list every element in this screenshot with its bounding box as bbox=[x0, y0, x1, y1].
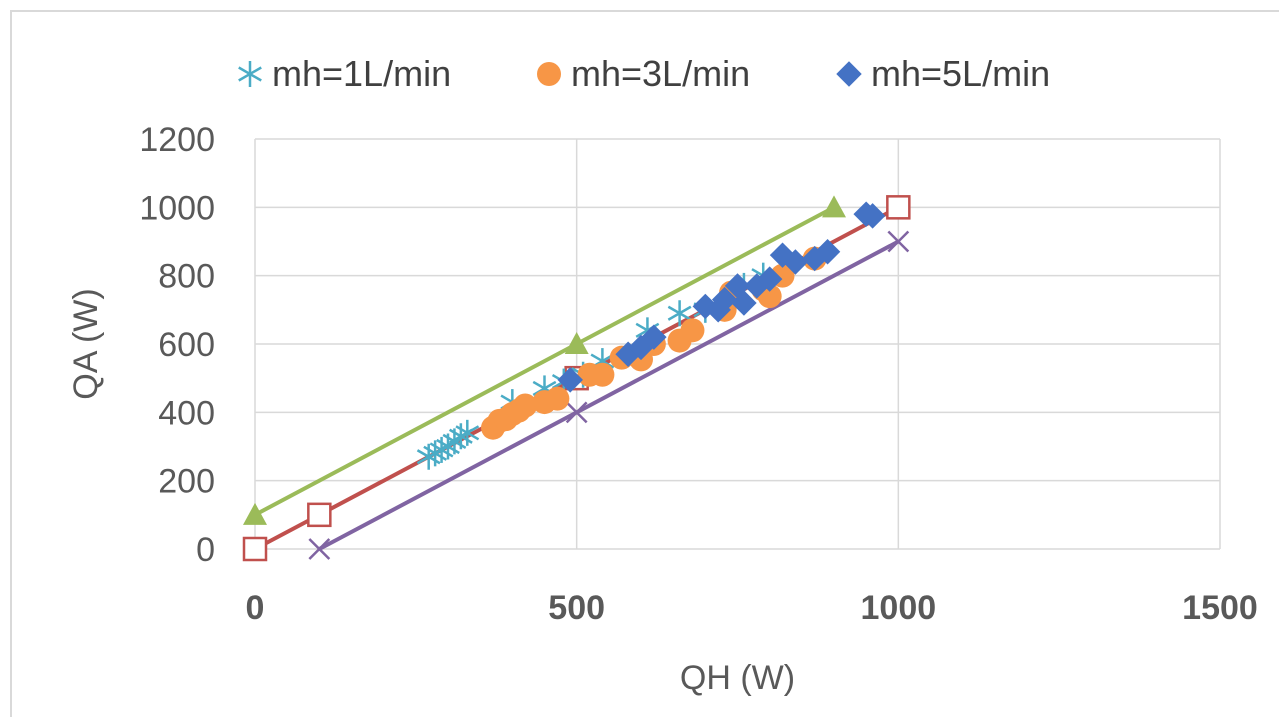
reference-marker bbox=[887, 230, 910, 253]
x-tick-label: 1000 bbox=[861, 589, 937, 627]
tick-labels: 0 200 400 600 800 1000 1200 0 500 1000 1500 bbox=[139, 121, 1257, 627]
data-point bbox=[590, 362, 615, 387]
y-tick-label: 0 bbox=[196, 531, 215, 569]
legend-label: mh=1L/min bbox=[272, 53, 451, 94]
data-point bbox=[756, 266, 783, 292]
legend-marker bbox=[537, 62, 561, 86]
reference-marker bbox=[822, 195, 846, 218]
data-point bbox=[513, 393, 538, 418]
x-tick-label: 1500 bbox=[1182, 589, 1258, 627]
data-point bbox=[859, 203, 886, 229]
y-axis-label: QA (W) bbox=[67, 288, 105, 399]
legend-label: mh=3L/min bbox=[571, 53, 750, 94]
x-tick-label: 0 bbox=[246, 589, 265, 627]
reference-line bbox=[254, 205, 835, 517]
data-point bbox=[667, 300, 692, 327]
y-tick-label: 1200 bbox=[139, 121, 215, 159]
y-tick-label: 1000 bbox=[139, 189, 215, 227]
reference-marker bbox=[308, 538, 331, 560]
data-point bbox=[814, 239, 841, 265]
reference-marker bbox=[565, 401, 588, 424]
y-tick-label: 200 bbox=[158, 463, 215, 501]
reference-marker bbox=[564, 332, 589, 354]
reference-marker bbox=[307, 502, 332, 528]
data-point bbox=[455, 419, 480, 446]
y-tick-label: 600 bbox=[158, 326, 215, 364]
scatter-chart: 0 200 400 600 800 1000 1200 0 500 1000 1500 QH (W)… bbox=[67, 53, 1258, 697]
data-point bbox=[711, 286, 738, 313]
data-point bbox=[782, 249, 809, 275]
reference-marker bbox=[886, 195, 911, 220]
y-tick-label: 400 bbox=[158, 394, 215, 432]
data-point bbox=[641, 324, 667, 350]
legend-marker bbox=[238, 61, 262, 87]
data-point bbox=[680, 318, 705, 343]
data-point bbox=[557, 367, 583, 393]
gridlines bbox=[254, 138, 1221, 550]
data-point bbox=[545, 386, 570, 411]
legend: mh=1L/min mh=3L/min mh=5L/min bbox=[238, 53, 1050, 94]
legend-label: mh=5L/min bbox=[871, 53, 1050, 94]
reference-marker bbox=[242, 536, 268, 562]
reference-line bbox=[318, 239, 900, 551]
legend-marker bbox=[836, 61, 862, 87]
data-point bbox=[731, 290, 757, 316]
x-axis-label: QH (W) bbox=[680, 659, 795, 697]
chart-frame: 0 200 400 600 800 1000 1200 0 500 1000 1500 QH (W)… bbox=[10, 10, 1279, 717]
data-points bbox=[416, 201, 886, 470]
x-tick-label: 500 bbox=[548, 589, 605, 627]
y-tick-label: 800 bbox=[158, 258, 215, 296]
reference-marker bbox=[243, 502, 267, 525]
